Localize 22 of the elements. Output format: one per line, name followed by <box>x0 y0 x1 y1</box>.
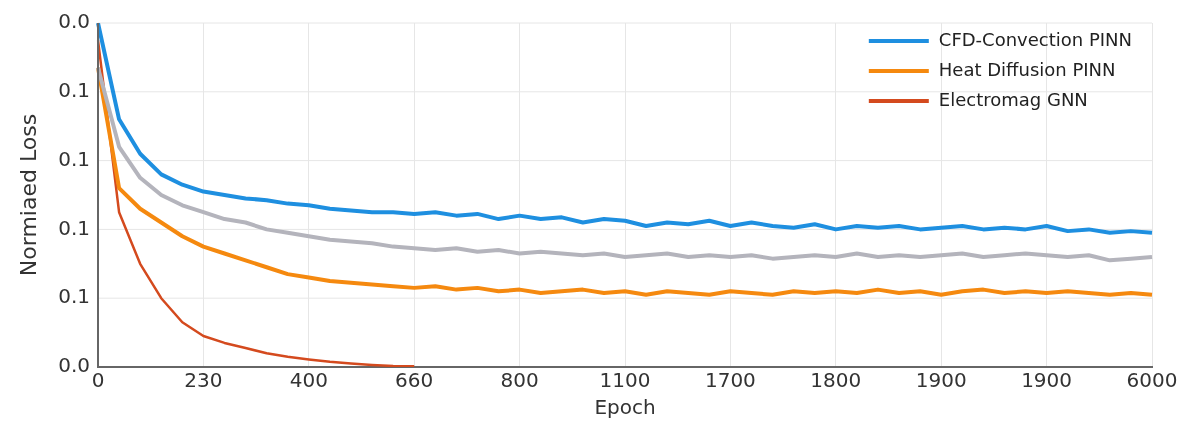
x-tick-label: 230 <box>184 368 223 393</box>
x-tick-label: 1900 <box>915 368 967 393</box>
x-tick-label: 1700 <box>704 368 756 393</box>
x-tick-label: 400 <box>289 368 328 393</box>
text: 0.1 <box>58 146 90 171</box>
legend-label: CFD-Convection PINN <box>938 28 1132 50</box>
x-tick-label: 1800 <box>810 368 862 393</box>
legend-label: Heat Diffusion PINN <box>938 58 1116 80</box>
x-tick-label: 1100 <box>599 368 651 393</box>
x-tick-label: 6000 <box>1126 368 1178 393</box>
legend-label: Electromag GNN <box>938 88 1088 110</box>
x-tick-label: 660 <box>395 368 434 393</box>
text: 0.0 <box>58 9 90 34</box>
text: 0.1 <box>58 215 90 240</box>
x-tick-label: 1900 <box>1021 368 1073 393</box>
x-tick-label: 0 <box>91 368 105 393</box>
text: 0.1 <box>58 284 90 309</box>
text: 0.1 <box>58 78 90 102</box>
x-tick-label: 800 <box>500 368 539 393</box>
y-axis-title: Normiaed Loss <box>15 113 41 277</box>
x-axis-title: Epoch <box>594 395 656 420</box>
text: 0.0 <box>58 353 90 378</box>
